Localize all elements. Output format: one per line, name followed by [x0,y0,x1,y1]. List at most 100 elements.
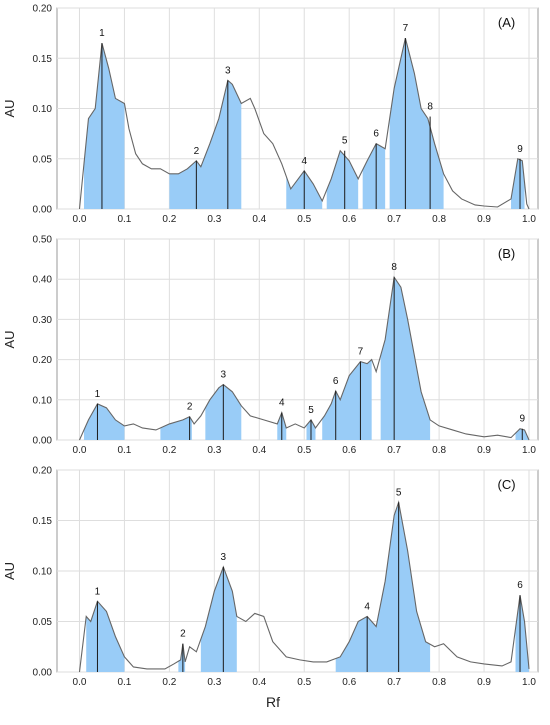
y-tick-label: 0.10 [33,104,53,115]
y-tick-label: 0.50 [33,235,53,246]
plot-frame [56,238,539,441]
y-tick-label: 0.00 [33,668,53,679]
x-tick-label: 0.6 [342,677,356,688]
peak-label-7: 7 [403,23,409,34]
peak-label-3: 3 [221,370,227,381]
x-tick-label: 0.7 [387,214,401,225]
y-tick-label: 0.10 [33,395,53,406]
peak-label-7: 7 [358,347,364,358]
peak-label-8: 8 [391,262,397,273]
shaded-peak-area [86,601,125,672]
panel-3: 1 2 3 4 5 6 0.0 0.1 0.2 0.3 0.4 0.5 0.6 0.7 0.8 0.9 1.0 0… [2,466,539,688]
peak-label-5: 5 [308,405,314,416]
peak-label-4: 4 [279,398,285,409]
x-tick-label: 0.7 [387,677,401,688]
shaded-peak-area [380,277,431,440]
x-tick-label: 0.4 [252,445,266,456]
densitogram-trace [78,38,530,210]
x-tick-label: 0.5 [297,214,311,225]
shaded-peak-area [83,44,125,210]
x-tick-label: 0.2 [162,677,176,688]
y-tick-label: 0.40 [33,275,53,286]
peak-label-2: 2 [180,629,186,640]
panel-1: 1 2 3 4 5 6 7 8 9 0.0 0.1 0.2 0.3 0.4 0.5 0.6 0.7 0.8 0.9 1… [2,4,539,225]
peak-label-5: 5 [396,487,402,498]
y-tick-label: 0.00 [33,436,53,447]
x-tick-label: 1.0 [522,214,536,225]
y-axis-title: AU [2,562,17,580]
x-tick-label: 0.6 [342,214,356,225]
y-tick-label: 0.20 [33,4,53,15]
shaded-peak-area [169,81,242,209]
y-axis-title: AU [2,330,17,348]
x-tick-label: 1.0 [522,445,536,456]
x-tick-label: 0.1 [117,214,131,225]
shaded-peak-area [83,404,125,440]
x-tick-label: 0.0 [73,445,87,456]
peak-label-4: 4 [364,601,370,612]
peak-label-9: 9 [517,144,523,155]
x-tick-label: 0.3 [207,214,221,225]
x-tick-label: 0.2 [162,445,176,456]
peak-label-5: 5 [342,136,348,147]
x-tick-label: 0.8 [432,214,446,225]
x-tick-label: 0.0 [73,677,87,688]
x-tick-label: 0.6 [342,445,356,456]
panel-label: (C) [498,477,516,492]
y-tick-label: 0.05 [33,154,53,165]
x-tick-label: 0.8 [432,445,446,456]
x-tick-label: 0.5 [297,445,311,456]
peak-label-6: 6 [333,376,339,387]
x-tick-label: 0.9 [477,445,491,456]
densitogram-trace [78,500,530,673]
x-tick-label: 0.2 [162,214,176,225]
x-tick-label: 1.0 [522,677,536,688]
peak-label-1: 1 [99,28,105,39]
panel-label: (B) [498,246,515,261]
x-tick-label: 0.3 [207,445,221,456]
x-tick-label: 0.3 [207,677,221,688]
peak-label-1: 1 [95,389,101,400]
shaded-peak-area [362,143,386,209]
x-tick-label: 0.9 [477,677,491,688]
shaded-peak-area [515,596,530,672]
peak-label-2: 2 [194,146,200,157]
y-tick-label: 0.20 [33,466,53,477]
x-tick-label: 0.4 [252,677,266,688]
peak-label-2: 2 [187,402,193,413]
peak-label-3: 3 [221,552,227,563]
peak-label-3: 3 [225,65,231,76]
y-tick-label: 0.20 [33,355,53,366]
peak-label-9: 9 [519,414,525,425]
x-tick-label: 0.1 [117,677,131,688]
peak-label-1: 1 [95,586,101,597]
y-tick-label: 0.00 [33,205,53,216]
y-tick-label: 0.15 [33,516,53,527]
x-tick-label: 0.7 [387,445,401,456]
shaded-peak-area [322,359,372,440]
peak-label-4: 4 [301,156,307,167]
shaded-peak-area [200,566,237,672]
peak-label-6: 6 [373,129,379,140]
peak-label-6: 6 [517,580,523,591]
shaded-peak-area [160,416,192,440]
x-tick-label: 0.0 [73,214,87,225]
densitogram-trace [78,275,530,441]
x-tick-label: 0.8 [432,677,446,688]
x-tick-label: 0.1 [117,445,131,456]
peak-label-8: 8 [427,102,433,113]
x-tick-label: 0.5 [297,677,311,688]
x-axis-title: Rf [266,694,280,710]
y-tick-label: 0.30 [33,315,53,326]
panel-label: (A) [498,15,515,30]
y-tick-label: 0.05 [33,617,53,628]
y-axis-title: AU [2,99,17,117]
panel-2: 1 2 3 4 5 6 7 8 9 0.0 0.1 0.2 0.3 0.4 0.5 0.6 0.7 0.8 0.9 1… [2,235,539,456]
y-tick-label: 0.10 [33,567,53,578]
shaded-peak-area [511,158,525,209]
x-tick-label: 0.9 [477,214,491,225]
shaded-peak-area [335,506,431,672]
shaded-peak-area [326,151,359,209]
